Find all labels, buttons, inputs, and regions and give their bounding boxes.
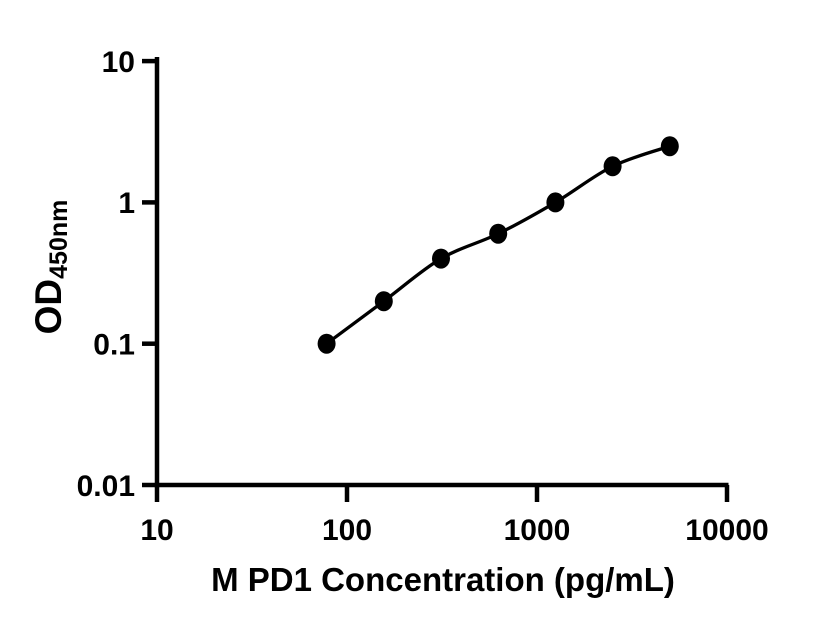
y-tick-label: 0.01 [77, 470, 135, 503]
data-point [432, 248, 450, 269]
y-tick-label: 0.1 [93, 329, 135, 362]
x-tick-label: 10000 [685, 514, 768, 547]
y-tick-labels: 0.01 0.1 1 10 [77, 46, 135, 503]
x-tick-label: 100 [322, 514, 372, 547]
y-tick-label: 10 [102, 46, 135, 79]
y-tick-label: 1 [118, 187, 135, 220]
data-point [489, 223, 508, 244]
data-point [660, 136, 679, 157]
x-tick-label: 1000 [504, 514, 571, 547]
y-axis-title: OD450nm [28, 200, 73, 335]
x-tick-labels: 10 100 1000 10000 [140, 514, 768, 547]
y-axis-title-main: OD [28, 279, 69, 335]
fit-curve [324, 144, 672, 346]
data-point [317, 333, 336, 354]
data-point [603, 156, 622, 177]
axes [142, 57, 730, 502]
x-axis-title: M PD1 Concentration (pg/mL) [211, 561, 675, 598]
x-tick-label: 10 [140, 514, 173, 547]
data-point [546, 192, 565, 213]
y-axis-title-subscript: 450nm [45, 200, 73, 279]
series-m-pd1 [317, 136, 679, 354]
data-point [374, 291, 393, 312]
